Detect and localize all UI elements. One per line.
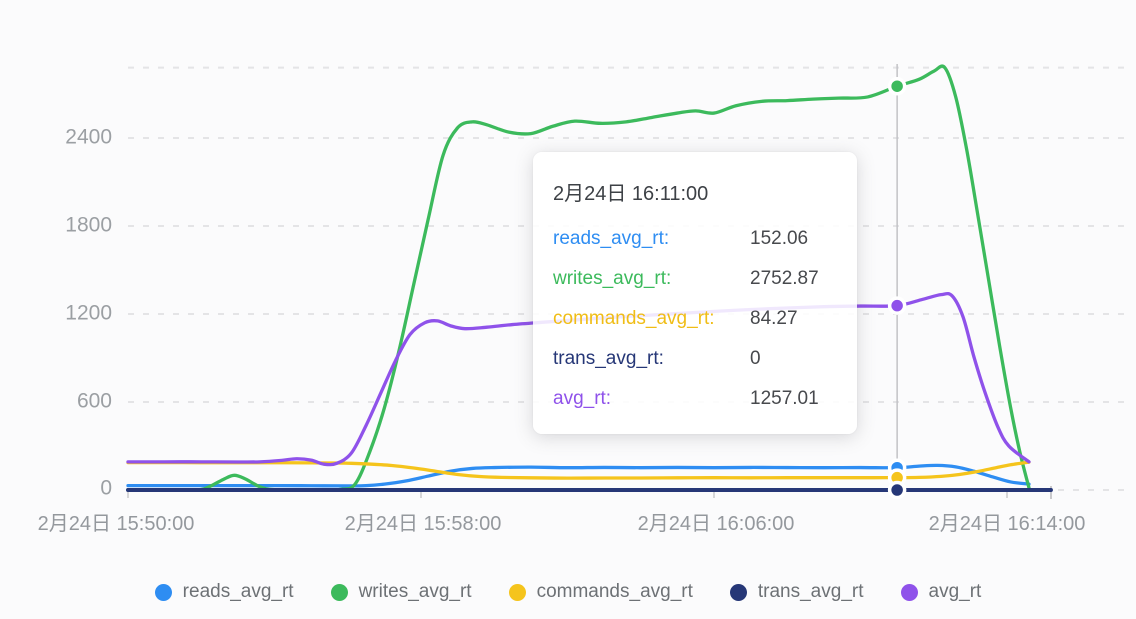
line-chart[interactable] <box>0 0 1136 560</box>
legend-label: trans_avg_rt <box>757 581 864 602</box>
y-axis-label: 1800 <box>65 213 112 237</box>
tooltip-row: avg_rt: 1257.01 <box>553 379 837 419</box>
tooltip-series-value: 152.06 <box>750 228 809 249</box>
hover-marker-trans_avg_rt <box>887 480 907 500</box>
legend-item-avg-rt[interactable]: avg_rt <box>900 581 982 603</box>
legend-dot-icon <box>729 583 747 601</box>
y-axis-label: 600 <box>76 389 112 413</box>
legend-label: writes_avg_rt <box>358 581 472 602</box>
x-axis-label: 2月24日 16:14:00 <box>928 513 1086 535</box>
tooltip-series-label: trans_avg_rt: <box>553 348 664 369</box>
tooltip-series-label: writes_avg_rt: <box>553 268 672 289</box>
legend-item-commands-avg-rt[interactable]: commands_avg_rt <box>508 581 693 603</box>
tooltip-series-value: 1257.01 <box>750 388 819 409</box>
legend-item-trans-avg-rt[interactable]: trans_avg_rt <box>729 581 864 603</box>
y-axis-label: 0 <box>100 476 112 500</box>
legend-label: avg_rt <box>928 581 982 602</box>
series-line-avg_rt[interactable] <box>126 291 1031 467</box>
legend-dot-icon <box>900 583 918 601</box>
hover-marker-avg_rt <box>887 296 907 315</box>
legend-label: reads_avg_rt <box>182 581 294 602</box>
tooltip-series-value: 0 <box>750 348 761 369</box>
legend-dot-icon <box>330 583 348 601</box>
legend-item-writes-avg-rt[interactable]: writes_avg_rt <box>330 581 472 603</box>
chart-tooltip: 2月24日 16:11:00 reads_avg_rt: 152.06 writ… <box>533 152 857 434</box>
tooltip-series-label: avg_rt: <box>553 388 612 409</box>
tooltip-row: commands_avg_rt: 84.27 <box>553 299 837 339</box>
series-line-reads_avg_rt[interactable] <box>126 463 1031 488</box>
legend-dot-icon <box>508 583 526 601</box>
tooltip-series-label: reads_avg_rt: <box>553 228 670 249</box>
x-axis-label: 2月24日 15:50:00 <box>37 513 195 535</box>
chart-legend: reads_avg_rt writes_avg_rt commands_avg_… <box>0 581 1136 603</box>
tooltip-series-label: commands_avg_rt: <box>553 308 715 329</box>
legend-dot-icon <box>154 583 172 601</box>
x-axis-label: 2月24日 15:58:00 <box>344 513 502 535</box>
tooltip-series-value: 84.27 <box>750 308 798 329</box>
tooltip-series-value: 2752.87 <box>750 268 819 289</box>
tooltip-row: reads_avg_rt: 152.06 <box>553 219 837 259</box>
x-axis-label: 2月24日 16:06:00 <box>637 513 795 535</box>
y-axis-label: 1200 <box>65 301 112 325</box>
hover-marker-writes_avg_rt <box>887 76 907 96</box>
legend-item-reads-avg-rt[interactable]: reads_avg_rt <box>154 581 294 603</box>
tooltip-row: trans_avg_rt: 0 <box>553 339 837 379</box>
y-axis-label: 2400 <box>65 125 112 149</box>
tooltip-title: 2月24日 16:11:00 <box>553 183 709 205</box>
legend-label: commands_avg_rt <box>536 581 693 602</box>
tooltip-row: writes_avg_rt: 2752.87 <box>553 259 837 299</box>
